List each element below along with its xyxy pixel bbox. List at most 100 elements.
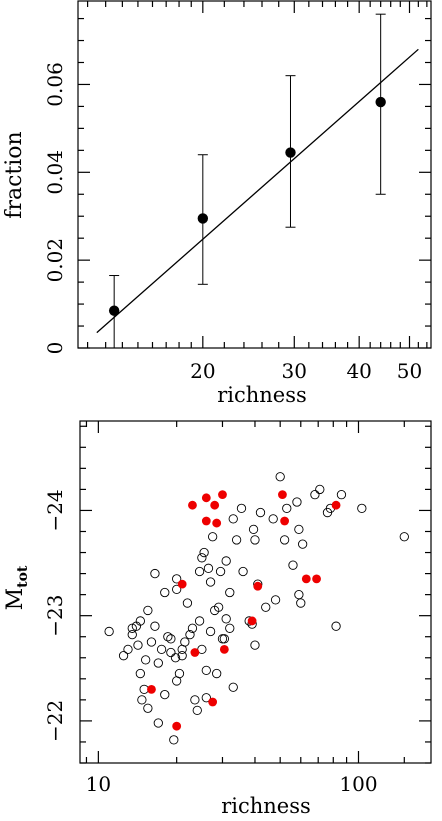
galaxy-point-open — [292, 497, 302, 507]
galaxy-point-open — [197, 553, 207, 563]
y-tick-label: −22 — [43, 700, 67, 742]
x-axis-label: richness — [221, 794, 311, 818]
galaxy-point-filled — [278, 490, 287, 500]
galaxy-point-open — [194, 616, 205, 626]
y-axis-label: fraction — [2, 131, 27, 218]
galaxy-point-open — [182, 598, 193, 608]
galaxy-point-open — [150, 621, 160, 631]
galaxy-point-open — [143, 703, 153, 713]
galaxy-point-open — [150, 568, 160, 579]
galaxy-point-open — [205, 577, 216, 587]
galaxy-point-open — [156, 644, 167, 655]
y-tick-label: −23 — [43, 595, 67, 637]
galaxy-point-filled — [201, 493, 211, 503]
galaxy-point-open — [399, 532, 409, 542]
galaxy-point-filled — [201, 516, 211, 526]
galaxy-point-open — [194, 566, 205, 577]
galaxy-point-open — [199, 547, 209, 558]
galaxy-point-open — [137, 695, 147, 705]
galaxy-point-filled — [212, 518, 222, 528]
galaxy-point-open — [268, 514, 278, 524]
plot-frame — [79, 420, 432, 764]
y-tick-label: 0.04 — [43, 150, 67, 195]
plot-frame — [77, 0, 432, 349]
galaxy-point-filled — [188, 500, 197, 510]
galaxy-point-open — [104, 626, 114, 637]
galaxy-point-filled — [218, 490, 227, 500]
y-axis-label: Mtot — [3, 565, 31, 610]
galaxy-point-open — [296, 598, 306, 608]
galaxy-point-open — [219, 634, 229, 644]
galaxy-point-filled — [208, 697, 218, 707]
galaxy-point-filled — [219, 644, 229, 654]
axis-tick-labels: 20 30 40 50 0 0.02 0.04 0.06 — [43, 62, 422, 383]
galaxy-point-filled — [301, 574, 311, 584]
galaxy-point-open — [201, 665, 211, 676]
axis-ticks — [78, 1, 431, 349]
galaxy-point-open — [146, 637, 157, 647]
galaxy-point-filled — [177, 579, 187, 589]
y-tick-label: 0.06 — [43, 62, 67, 107]
axis-tick-labels: 10 100 −22 −23 −24 — [43, 489, 378, 796]
galaxy-point-filled — [280, 516, 290, 526]
galaxy-point-filled — [172, 721, 182, 731]
galaxy-point-open — [166, 647, 176, 658]
galaxy-point-open — [331, 621, 341, 631]
galaxy-point-open — [315, 484, 325, 495]
galaxy-point-open — [133, 640, 143, 650]
galaxy-point-open — [217, 634, 228, 644]
galaxy-point-open — [160, 689, 170, 700]
galaxy-point-open — [261, 602, 271, 612]
galaxy-point-open — [236, 503, 247, 513]
svg-text:Mtot: Mtot — [3, 565, 31, 610]
y-tick-label: −24 — [43, 489, 67, 531]
galaxy-point-open — [170, 653, 181, 663]
galaxy-point-filled — [147, 684, 156, 694]
y-tick-label: 0 — [43, 342, 67, 355]
x-tick-label: 100 — [339, 772, 377, 796]
x-tick-label: 30 — [282, 359, 307, 383]
galaxy-point-open — [221, 556, 231, 566]
galaxy-point-filled — [312, 574, 321, 584]
y-axis-label-main: M — [3, 588, 28, 611]
galaxy-point-open — [205, 626, 216, 637]
galaxy-point-filled — [331, 500, 341, 510]
galaxy-point-open — [118, 651, 129, 661]
galaxy-point-open — [135, 616, 145, 626]
galaxy-point-open — [153, 658, 163, 668]
x-tick-label: 40 — [346, 359, 371, 383]
galaxy-point-open — [203, 563, 214, 573]
galaxy-point-open — [294, 524, 304, 535]
galaxy-point-open — [172, 584, 182, 595]
galaxy-point-open — [192, 705, 202, 716]
x-tick-label: 20 — [190, 359, 215, 383]
x-tick-label: 10 — [86, 772, 111, 796]
data-marks — [96, 13, 419, 349]
galaxy-point-open — [212, 668, 222, 679]
galaxy-point-open — [221, 614, 231, 624]
galaxy-point-open — [275, 472, 285, 482]
galaxy-point-open — [288, 560, 298, 570]
galaxy-point-open — [336, 490, 347, 500]
galaxy-point-open — [282, 503, 292, 513]
galaxy-point-open — [279, 535, 290, 545]
fraction-vs-richness-chart: 20 30 40 50 0 0.02 0.04 0.06 richness fraction — [2, 0, 432, 407]
galaxy-point-open — [238, 566, 248, 577]
galaxy-point-open — [163, 632, 173, 642]
fit-line — [96, 48, 419, 334]
x-tick-label: 50 — [397, 359, 422, 383]
mtot-vs-richness-chart: 10 100 −22 −23 −24 richness Mtot — [3, 420, 432, 818]
galaxy-point-filled — [190, 648, 200, 657]
galaxy-point-filled — [253, 581, 263, 591]
y-axis-label-subscript: tot — [15, 565, 31, 588]
galaxy-point-open — [231, 535, 242, 545]
y-tick-label: 0.02 — [43, 238, 67, 283]
galaxy-point-open — [228, 682, 238, 692]
galaxy-point-open — [185, 629, 195, 640]
galaxy-point-open — [250, 640, 260, 650]
galaxy-point-open — [187, 623, 198, 633]
data-point — [197, 213, 209, 224]
galaxy-point-open — [127, 629, 137, 640]
galaxy-point-open — [248, 524, 259, 535]
data-point — [108, 305, 120, 316]
